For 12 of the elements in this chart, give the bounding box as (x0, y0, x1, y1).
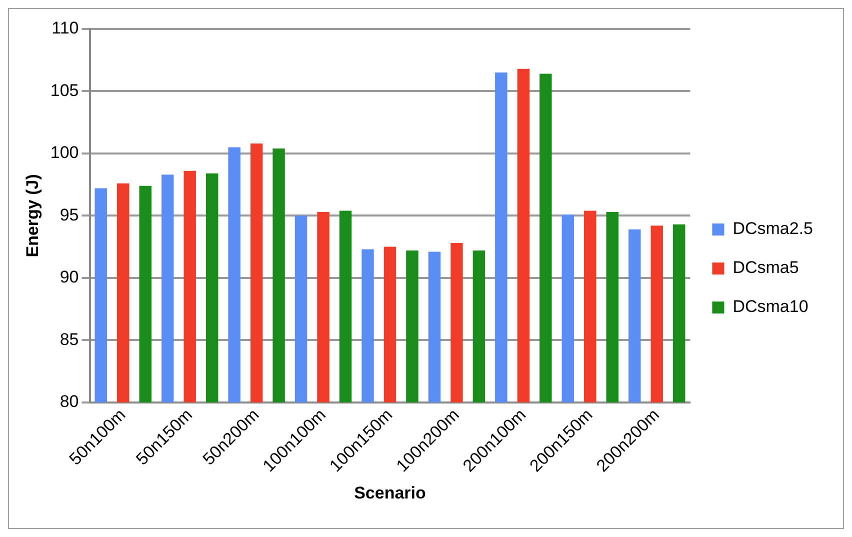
y-tick-label: 110 (52, 18, 79, 38)
y-axis-title: Energy (J) (22, 174, 42, 258)
legend-label: DCsma10 (732, 297, 808, 316)
y-tick-label: 100 (50, 143, 79, 162)
y-tick-label: 95 (60, 205, 79, 224)
legend-label: DCsma2.5 (732, 219, 814, 238)
x-axis-title: Scenario (354, 483, 426, 502)
y-tick-label: 105 (50, 80, 79, 100)
y-tick-label: 85 (60, 330, 79, 349)
y-tick-label: 90 (60, 268, 79, 287)
y-tick-label: 80 (60, 392, 79, 412)
legend-label: DCsma5 (732, 258, 799, 278)
